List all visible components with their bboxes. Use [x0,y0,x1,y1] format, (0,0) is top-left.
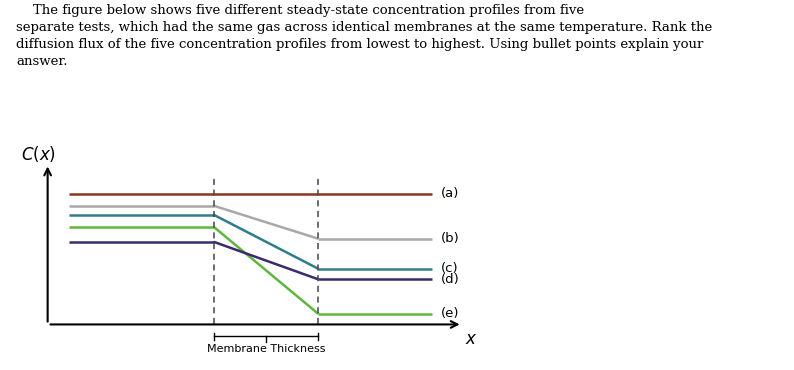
Text: $C(x)$: $C(x)$ [21,144,56,164]
Text: (a): (a) [441,187,459,200]
Text: (d): (d) [441,273,460,286]
Text: Membrane Thickness: Membrane Thickness [206,344,326,354]
Text: (b): (b) [441,232,460,245]
Text: (c): (c) [441,262,458,275]
Text: $x$: $x$ [465,331,477,348]
Text: The figure below shows five different steady-state concentration profiles from f: The figure below shows five different st… [16,4,712,68]
Text: (e): (e) [441,307,459,320]
